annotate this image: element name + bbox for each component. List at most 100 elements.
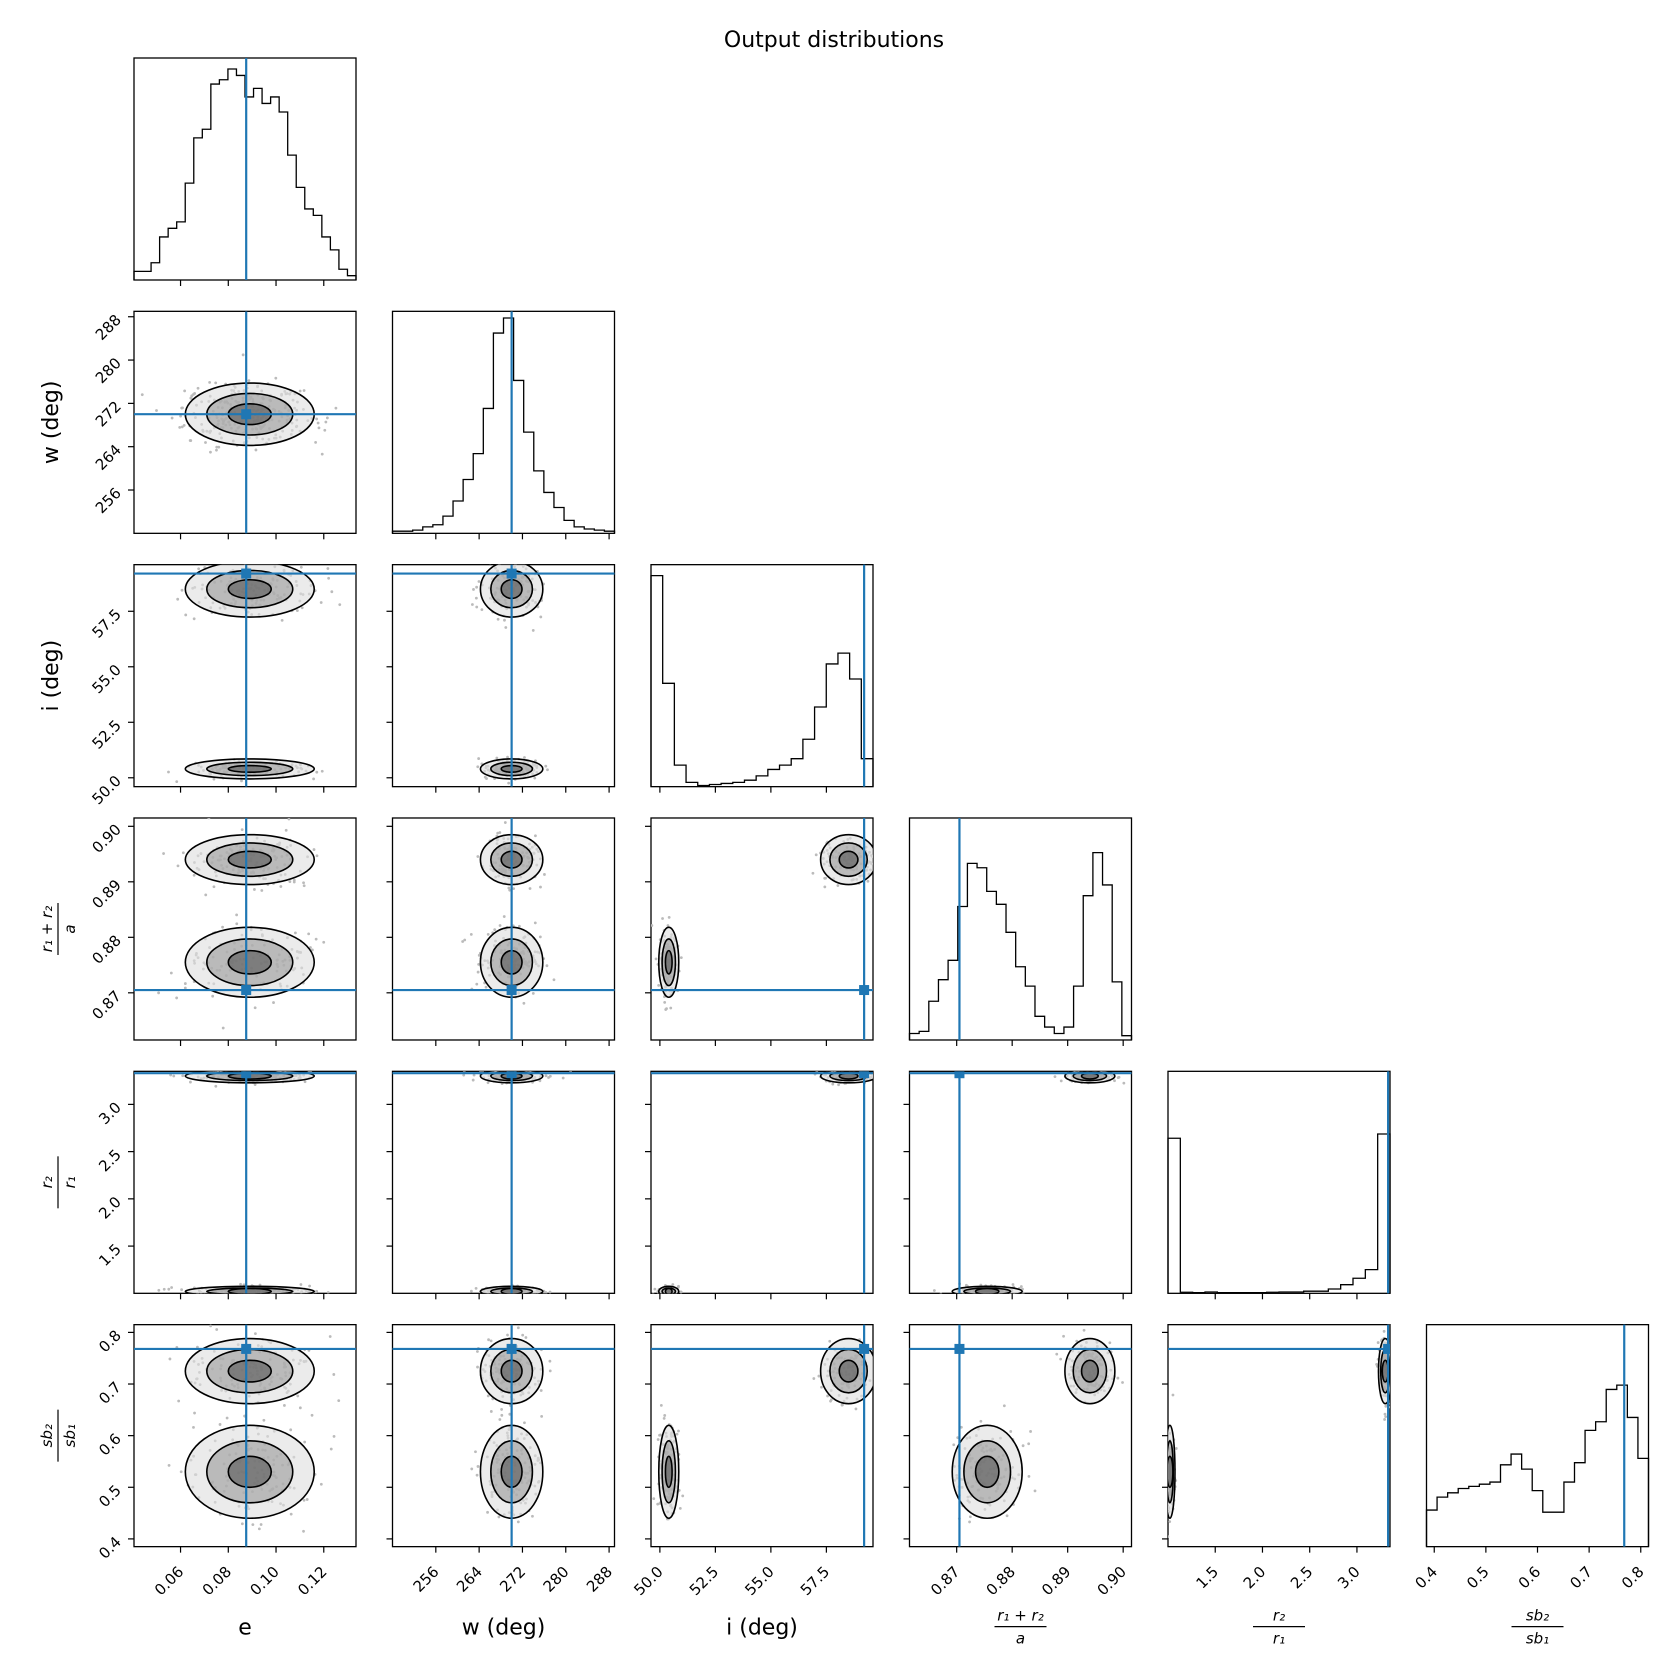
sample-point xyxy=(471,1078,475,1082)
sample-point xyxy=(209,450,212,454)
panel-content-k-w xyxy=(392,1071,615,1299)
sample-point xyxy=(302,881,305,885)
sample-point xyxy=(1080,1066,1083,1069)
y-tick-label: 2.0 xyxy=(95,1193,125,1223)
sample-point xyxy=(811,871,815,875)
sample-point xyxy=(504,626,508,629)
sample-point xyxy=(952,1443,956,1447)
sample-point xyxy=(507,886,511,890)
x-tick-label: 0.7 xyxy=(1566,1563,1596,1593)
sample-point xyxy=(462,1073,466,1077)
sample-point xyxy=(673,1294,676,1297)
contour xyxy=(1080,1359,1100,1383)
contour xyxy=(227,949,273,975)
x-axis-label-e: e xyxy=(238,1616,252,1641)
sample-point xyxy=(291,1068,294,1071)
sample-point xyxy=(215,1328,219,1331)
sample-point xyxy=(1019,1285,1023,1288)
sample-point xyxy=(677,1429,680,1433)
sample-point xyxy=(511,561,514,564)
sample-point xyxy=(1164,1488,1167,1491)
sample-point xyxy=(469,932,473,936)
sample-point xyxy=(477,953,481,957)
sample-point xyxy=(322,940,326,944)
sample-point xyxy=(1164,1474,1167,1477)
contour xyxy=(227,850,273,869)
sample-point xyxy=(1002,1404,1006,1408)
sample-point xyxy=(939,1292,943,1294)
sample-point xyxy=(1164,1455,1167,1458)
sample-point xyxy=(189,396,193,400)
sample-point xyxy=(989,1295,992,1298)
panel-rsum-w xyxy=(386,817,616,1046)
sample-point xyxy=(175,780,179,783)
sample-point xyxy=(196,386,200,390)
sample-point xyxy=(1383,1412,1387,1416)
sample-point xyxy=(314,937,318,941)
sample-point xyxy=(512,887,516,891)
sample-point xyxy=(664,1008,668,1011)
x-tick-label: 264 xyxy=(453,1563,486,1596)
sample-point xyxy=(831,1082,835,1086)
panel-frame-k-e xyxy=(133,1070,357,1294)
x-tick-label: 0.12 xyxy=(294,1563,330,1599)
sample-point xyxy=(663,1001,667,1004)
panel-frame-rsum-rsum xyxy=(908,817,1133,1041)
sample-point xyxy=(298,1406,302,1410)
sample-point xyxy=(546,768,549,772)
sample-point xyxy=(307,932,311,936)
sample-point xyxy=(229,1294,232,1297)
sample-point xyxy=(247,379,251,383)
sample-point xyxy=(1011,1283,1015,1286)
panel-i-e: 50.0 52.5 55.0 57.5 xyxy=(88,564,357,808)
contour xyxy=(664,1287,673,1294)
sample-point xyxy=(508,888,512,892)
sample-point xyxy=(886,875,889,878)
sample-point xyxy=(859,1068,862,1071)
sample-point xyxy=(289,1428,293,1432)
y-tick-label: 1.5 xyxy=(95,1240,125,1270)
panel-content-i-w xyxy=(392,561,615,787)
panel-content-rsum-e xyxy=(134,817,356,1040)
panel-frame-i-i xyxy=(650,564,874,788)
histogram-k xyxy=(1167,1133,1391,1294)
sample-point xyxy=(988,1295,991,1298)
sample-point xyxy=(836,884,840,887)
sample-point xyxy=(998,1294,1001,1297)
x-tick-label: 52.5 xyxy=(686,1563,722,1599)
sample-point xyxy=(476,1350,479,1353)
sample-point xyxy=(552,978,556,982)
contour xyxy=(227,1359,273,1383)
sample-point xyxy=(814,853,818,857)
sample-point xyxy=(296,1394,300,1398)
sample-point xyxy=(240,779,243,783)
sample-point xyxy=(486,1510,489,1514)
sample-point xyxy=(827,1068,830,1071)
sample-point xyxy=(886,1076,889,1079)
sample-point xyxy=(476,855,480,858)
sample-point xyxy=(224,1297,227,1300)
sample-point xyxy=(207,817,211,820)
sample-point xyxy=(215,445,219,449)
sample-point xyxy=(214,1084,218,1088)
sample-point xyxy=(181,406,184,410)
sample-point xyxy=(170,416,174,420)
truth-marker xyxy=(506,1343,517,1354)
sample-point xyxy=(527,1296,530,1299)
sample-point xyxy=(826,1394,829,1398)
sample-point xyxy=(253,888,256,891)
sample-point xyxy=(476,1365,479,1369)
sample-point xyxy=(212,777,216,781)
panel-rsum-e: 0.87 0.88 0.89 0.90 xyxy=(88,817,357,1046)
sample-point xyxy=(288,880,292,883)
sample-point xyxy=(1390,1365,1393,1368)
sample-point xyxy=(274,376,278,380)
y-axis-label-rsum-denominator: a xyxy=(61,924,79,933)
sample-point xyxy=(878,1341,881,1344)
sample-point xyxy=(1382,1329,1386,1333)
truth-marker xyxy=(859,1071,870,1079)
sample-point xyxy=(217,445,221,449)
sample-point xyxy=(475,1473,479,1477)
contour xyxy=(227,764,273,774)
sample-point xyxy=(531,629,535,632)
